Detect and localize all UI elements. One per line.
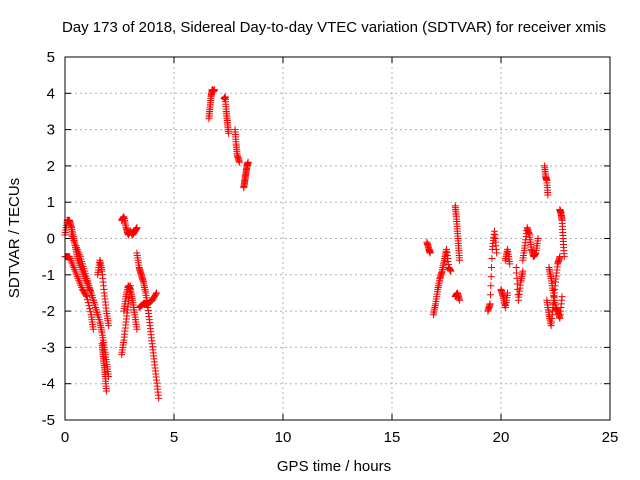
data-point-marker bbox=[447, 267, 455, 275]
x-tick-label: 25 bbox=[602, 429, 619, 446]
data-point-marker bbox=[69, 235, 77, 242]
data-point-marker bbox=[235, 158, 243, 166]
y-tick-label: 0 bbox=[47, 231, 55, 248]
data-point-marker bbox=[560, 253, 568, 261]
data-point-marker bbox=[152, 290, 160, 298]
y-tick-label: 5 bbox=[47, 49, 55, 66]
data-point-marker bbox=[94, 311, 102, 319]
data-point-marker bbox=[85, 302, 93, 310]
data-point-marker bbox=[153, 289, 161, 297]
data-point-marker bbox=[72, 269, 80, 277]
y-tick-label: 2 bbox=[47, 158, 55, 175]
data-point-marker bbox=[73, 244, 81, 252]
data-point-marker bbox=[493, 249, 501, 257]
data-point-marker bbox=[76, 251, 84, 259]
data-point-marker bbox=[519, 267, 527, 275]
data-point-marker bbox=[73, 245, 81, 253]
data-point-marker bbox=[225, 129, 232, 137]
data-point-marker bbox=[68, 260, 76, 268]
data-point-marker bbox=[69, 262, 77, 270]
data-point-marker bbox=[486, 300, 494, 308]
data-point-marker bbox=[75, 276, 83, 284]
data-point-marker bbox=[78, 284, 86, 292]
y-tick-label: -5 bbox=[42, 412, 55, 429]
y-tick-label: 4 bbox=[47, 85, 55, 102]
data-point-marker bbox=[70, 236, 78, 244]
data-point-marker bbox=[534, 235, 542, 242]
y-tick-label: -1 bbox=[42, 267, 55, 284]
data-point-marker bbox=[72, 242, 80, 250]
chart-title: Day 173 of 2018, Sidereal Day-to-day VTE… bbox=[62, 19, 606, 36]
data-point-marker bbox=[76, 278, 84, 286]
data-point-marker bbox=[77, 282, 85, 290]
y-tick-label: 1 bbox=[47, 194, 55, 211]
y-tick-label: -2 bbox=[42, 303, 55, 320]
x-axis-label: GPS time / hours bbox=[277, 458, 391, 475]
data-point-marker bbox=[456, 296, 464, 304]
data-point-marker bbox=[74, 256, 82, 264]
data-point-marker bbox=[488, 264, 496, 272]
data-point-marker bbox=[73, 271, 81, 279]
data-point-marker bbox=[84, 296, 92, 304]
data-point-marker bbox=[71, 240, 79, 248]
data-point-marker bbox=[70, 238, 78, 246]
data-point-marker bbox=[71, 267, 79, 275]
data-point-marker bbox=[426, 249, 434, 257]
data-point-marker bbox=[83, 293, 91, 301]
data-point-marker bbox=[68, 258, 76, 266]
data-point-marker bbox=[67, 256, 75, 264]
data-point-marker bbox=[558, 293, 566, 301]
data-point-marker bbox=[504, 289, 512, 297]
data-point-marker bbox=[105, 322, 113, 330]
x-tick-label: 10 bbox=[275, 429, 292, 446]
plot-frame bbox=[64, 56, 611, 421]
data-point-marker bbox=[76, 280, 84, 288]
data-point-marker bbox=[89, 325, 97, 333]
data-point-marker bbox=[65, 253, 73, 261]
data-point-marker bbox=[488, 254, 496, 262]
data-point-marker bbox=[70, 265, 78, 273]
x-tick-label: 5 bbox=[170, 429, 178, 446]
data-point-marker bbox=[506, 260, 514, 268]
data-point-marker bbox=[86, 308, 94, 316]
data-point-marker bbox=[487, 273, 495, 281]
x-tick-label: 0 bbox=[61, 429, 69, 446]
data-point-marker bbox=[210, 86, 218, 94]
y-tick-label: -4 bbox=[42, 376, 55, 393]
data-point-marker bbox=[133, 325, 141, 333]
data-point-marker bbox=[133, 224, 141, 232]
data-point-marker bbox=[68, 231, 76, 239]
data-point-marker bbox=[486, 291, 494, 299]
data-point-marker bbox=[74, 247, 82, 255]
x-tick-label: 20 bbox=[493, 429, 510, 446]
y-tick-label: 3 bbox=[47, 122, 55, 139]
data-point-marker bbox=[456, 256, 464, 264]
data-point-marker bbox=[244, 158, 252, 166]
y-axis-label: SDTVAR / TECUs bbox=[6, 178, 23, 298]
data-point-marker bbox=[102, 387, 110, 395]
data-point-marker bbox=[68, 233, 76, 241]
data-point-marker bbox=[487, 282, 495, 290]
data-point-marker bbox=[74, 274, 82, 282]
data-point-marker bbox=[70, 264, 78, 272]
data-point-marker bbox=[155, 394, 163, 402]
grid-lines bbox=[65, 57, 610, 420]
data-point-marker bbox=[86, 305, 94, 313]
data-point-marker bbox=[66, 254, 74, 262]
data-point-marker bbox=[75, 249, 83, 257]
y-tick-label: -3 bbox=[42, 339, 55, 356]
data-point-marker bbox=[73, 273, 81, 281]
data-point-marker bbox=[544, 191, 552, 199]
x-tick-label: 15 bbox=[384, 429, 401, 446]
data-points bbox=[61, 86, 568, 402]
